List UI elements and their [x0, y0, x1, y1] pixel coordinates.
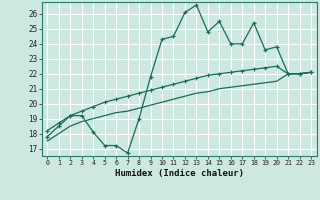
X-axis label: Humidex (Indice chaleur): Humidex (Indice chaleur): [115, 169, 244, 178]
